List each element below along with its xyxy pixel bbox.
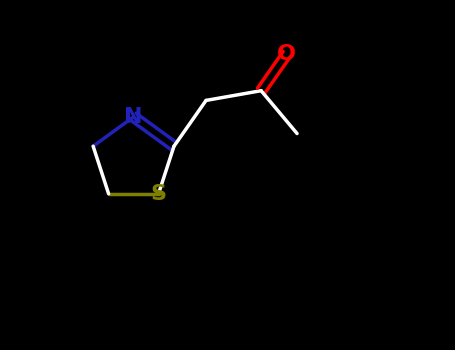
Text: N: N — [124, 107, 143, 127]
Text: S: S — [151, 184, 167, 204]
Text: O: O — [277, 44, 296, 64]
